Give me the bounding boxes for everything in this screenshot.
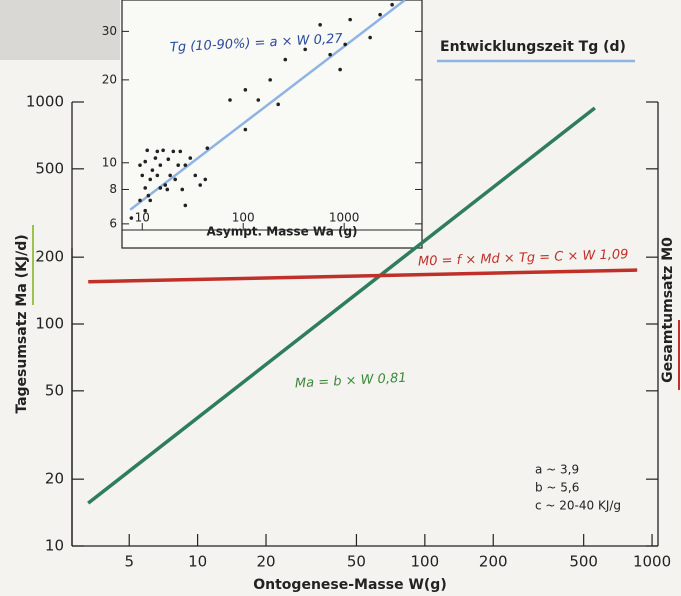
scatter-point <box>180 188 184 192</box>
x-tick-label: 50 <box>347 553 366 571</box>
inset-y-tick-label: 20 <box>102 72 117 86</box>
y-tick-label: 1000 <box>26 93 64 111</box>
y-tick-label: 100 <box>35 315 64 333</box>
scatter-point <box>143 209 147 213</box>
scatter-point <box>176 163 180 167</box>
scatter-point <box>276 103 280 107</box>
scatter-point <box>166 157 170 161</box>
scatter-point <box>318 23 322 27</box>
y-axis-title: Tagesumsatz Ma (KJ/d) <box>14 234 30 413</box>
scatter-point <box>206 146 210 150</box>
inset-x-tick-label: 100 <box>232 211 255 225</box>
scatter-point <box>168 174 172 178</box>
scatter-point <box>172 150 176 154</box>
y-tick-label: 200 <box>35 248 64 266</box>
scatter-point <box>161 148 165 152</box>
page: Ontogenese-Masse W(g) Tagesumsatz Ma (KJ… <box>0 0 681 596</box>
y-tick-label: 10 <box>45 537 64 555</box>
scatter-point <box>130 216 134 220</box>
x-tick-label: 500 <box>569 553 598 571</box>
scatter-point <box>147 194 151 198</box>
constant: a ~ 3,9 <box>535 463 579 477</box>
y2-axis-title: Gesamtumsatz M0 <box>660 237 676 383</box>
scatter-point <box>203 178 207 182</box>
inset-y-tick-label: 6 <box>109 216 117 230</box>
scatter-point <box>151 168 155 172</box>
chart: Ontogenese-Masse W(g) Tagesumsatz Ma (KJ… <box>0 0 681 596</box>
x-tick-label: 5 <box>124 553 134 571</box>
scatter-point <box>244 128 248 132</box>
scatter-point <box>159 163 163 167</box>
x-axis-title: Ontogenese-Masse W(g) <box>253 577 446 593</box>
scatter-point <box>303 48 307 52</box>
inset-y-tick-label: 30 <box>102 24 117 38</box>
scatter-point <box>145 148 149 152</box>
scatter-point <box>138 199 142 203</box>
scatter-point <box>268 78 272 82</box>
scatter-point <box>283 58 287 62</box>
scatter-point <box>148 199 152 203</box>
x-tick-label: 1000 <box>633 553 671 571</box>
constant: b ~ 5,6 <box>535 481 579 495</box>
scatter-point <box>154 156 158 160</box>
scatter-point <box>343 43 347 47</box>
scatter-point <box>159 186 163 190</box>
inset-y-tick-label: 10 <box>102 155 117 169</box>
scatter-point <box>184 204 188 208</box>
scatter-point <box>390 3 394 7</box>
scatter-point <box>165 188 169 192</box>
scatter-point <box>348 18 352 22</box>
scatter-point <box>143 160 147 164</box>
scatter-point <box>184 163 188 167</box>
inset-x-title: Asympt. Masse Wa (g) <box>206 225 357 239</box>
scatter-point <box>138 163 142 167</box>
scatter-point <box>228 98 232 102</box>
scatter-point <box>163 183 167 187</box>
y-tick-label: 500 <box>35 159 64 177</box>
scatter-point <box>156 174 160 178</box>
scatter-point <box>178 150 182 154</box>
x-tick-label: 10 <box>188 553 207 571</box>
y-tick-label: 50 <box>45 381 64 399</box>
scatter-point <box>143 186 147 190</box>
scatter-point <box>368 36 372 40</box>
scatter-point <box>378 13 382 17</box>
scatter-point <box>198 183 202 187</box>
x-tick-label: 20 <box>256 553 275 571</box>
legend-label: Entwicklungszeit Tg (d) <box>440 39 626 55</box>
x-tick-label: 200 <box>479 553 508 571</box>
inset-x-tick-label: 1000 <box>329 211 360 225</box>
scatter-point <box>338 68 342 72</box>
constant: c ~ 20-40 KJ/g <box>535 499 621 513</box>
scatter-point <box>328 53 332 57</box>
x-tick-label: 100 <box>411 553 440 571</box>
scatter-point <box>244 88 248 92</box>
inset-x-tick-label: 10 <box>135 211 150 225</box>
scatter-point <box>193 174 197 178</box>
scatter-point <box>173 178 177 182</box>
scatter-point <box>156 150 160 154</box>
y-tick-label: 20 <box>45 470 64 488</box>
scatter-point <box>256 98 260 102</box>
scatter-point <box>148 178 152 182</box>
scatter-point <box>140 174 144 178</box>
scatter-point <box>188 156 192 160</box>
inset-y-tick-label: 8 <box>109 182 117 196</box>
